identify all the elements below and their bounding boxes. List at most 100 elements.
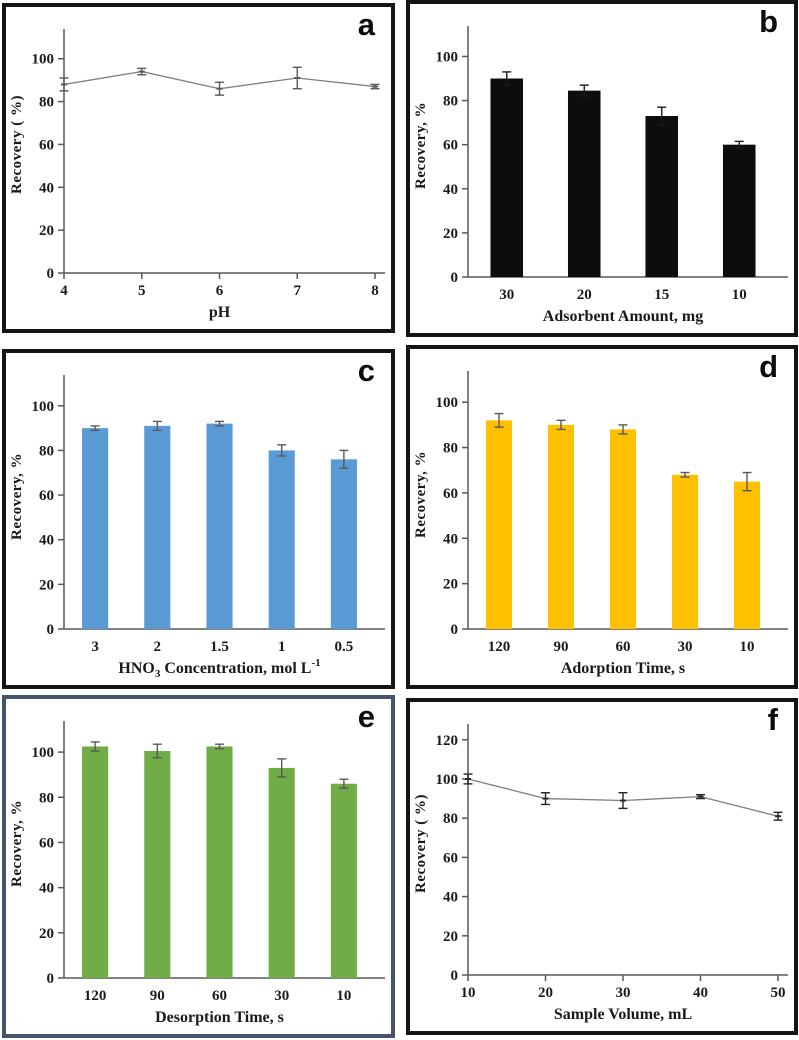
y-tick-label: 20 xyxy=(443,226,458,242)
panel-letter-f: f xyxy=(767,702,778,737)
y-tick-label: 0 xyxy=(451,622,459,638)
x-tick-label: 90 xyxy=(150,988,165,1004)
x-tick-label: 6 xyxy=(216,283,224,299)
y-tick-label: 60 xyxy=(39,137,54,153)
bar xyxy=(645,116,679,277)
x-axis-title: Desorption Time, s xyxy=(155,1009,284,1026)
bar xyxy=(144,750,171,978)
chart-d: 0 20 40 60 80 100 120 90 60 30 10 Adorption Time, s xyxy=(436,371,788,677)
x-axis-title: pH xyxy=(209,304,231,321)
x-tick-label: 50 xyxy=(771,985,786,1001)
panel-e: 0 20 40 60 80 100 120 90 60 30 10 Desorption Time, … xyxy=(2,695,395,1038)
x-tick-label: 10 xyxy=(336,988,351,1004)
y-tick-label: 100 xyxy=(436,395,459,411)
bar xyxy=(206,423,233,629)
bar xyxy=(268,450,295,629)
bar xyxy=(82,746,109,978)
y-tick-label: 100 xyxy=(436,49,459,65)
y-tick-label: 20 xyxy=(39,926,54,942)
y-tick-label: 100 xyxy=(32,745,55,761)
x-tick-label: 10 xyxy=(732,287,747,303)
x-tick-label: 10 xyxy=(461,985,476,1001)
x-tick-label: 90 xyxy=(554,639,569,655)
y-axis-title: Recovery, % xyxy=(413,450,429,538)
y-tick-label: 80 xyxy=(39,95,54,111)
bar xyxy=(144,425,171,629)
bar xyxy=(485,420,513,629)
x-tick-label: 8 xyxy=(371,283,379,299)
panel-c: 0 20 40 60 80 100 3 2 1.5 1 0.5 HNO3 Concentration,… xyxy=(2,349,395,689)
x-tick-label: 120 xyxy=(488,639,511,655)
y-axis-title: Recovery ( %) xyxy=(9,95,25,195)
x-axis-title: Adorption Time, s xyxy=(561,660,685,677)
bar xyxy=(567,90,601,277)
y-tick-label: 20 xyxy=(443,577,458,593)
y-tick-label: 60 xyxy=(39,488,54,504)
y-tick-label: 100 xyxy=(436,772,459,788)
y-tick-label: 40 xyxy=(443,890,458,906)
bar xyxy=(330,783,357,978)
x-tick-label: 10 xyxy=(740,639,755,655)
y-tick-label: 20 xyxy=(39,223,54,239)
x-axis-title: HNO3 Concentration, mol L-1 xyxy=(118,657,320,680)
x-tick-label: 30 xyxy=(616,985,631,1001)
chart-c: 0 20 40 60 80 100 3 2 1.5 1 0.5 HNO3 Concentration,… xyxy=(32,375,385,680)
y-tick-label: 80 xyxy=(443,94,458,110)
y-tick-label: 20 xyxy=(443,929,458,945)
y-tick-label: 40 xyxy=(39,881,54,897)
x-tick-label: 120 xyxy=(84,988,107,1004)
y-tick-label: 80 xyxy=(39,790,54,806)
y-tick-label: 40 xyxy=(443,531,458,547)
y-tick-label: 0 xyxy=(451,270,459,286)
panel-a: 0 20 40 60 80 100 4 5 6 7 8 pH Recovery ( %) a xyxy=(2,3,395,333)
bar xyxy=(722,144,756,277)
x-tick-label: 40 xyxy=(693,985,708,1001)
y-tick-label: 0 xyxy=(47,266,55,282)
x-axis-title: Sample Volume, mL xyxy=(554,1006,692,1023)
x-tick-label: 0.5 xyxy=(335,639,354,655)
x-tick-label: 30 xyxy=(678,639,693,655)
y-tick-label: 60 xyxy=(443,850,458,866)
chart-e: 0 20 40 60 80 100 120 90 60 30 10 Desorption Time, … xyxy=(32,721,385,1026)
x-tick-label: 60 xyxy=(212,988,227,1004)
bar xyxy=(206,746,233,978)
x-tick-label: 30 xyxy=(274,988,289,1004)
bar xyxy=(82,428,109,629)
y-tick-label: 100 xyxy=(32,52,55,68)
x-tick-label: 20 xyxy=(538,985,553,1001)
x-tick-label: 20 xyxy=(577,287,592,303)
bar xyxy=(490,78,524,278)
x-tick-label: 2 xyxy=(154,639,162,655)
y-axis-title: Recovery, % xyxy=(9,452,25,540)
y-tick-label: 20 xyxy=(39,577,54,593)
chart-f: 0 20 40 60 80 100 120 10 20 30 40 50 Sample Volume, … xyxy=(436,724,788,1023)
chart-b: 0 20 40 60 80 100 30 20 15 10 Adsorbent Amount, mg xyxy=(436,26,788,325)
bar xyxy=(330,459,357,629)
y-axis-title: Recovery, % xyxy=(413,101,429,190)
panel-letter-c: c xyxy=(357,353,375,388)
x-tick-label: 15 xyxy=(654,287,669,303)
bar xyxy=(268,767,295,978)
y-tick-label: 60 xyxy=(443,486,458,502)
chart-a: 0 20 40 60 80 100 4 5 6 7 8 pH xyxy=(32,29,385,321)
x-tick-label: 1.5 xyxy=(210,639,229,655)
y-tick-label: 60 xyxy=(443,138,458,154)
y-tick-label: 80 xyxy=(443,441,458,457)
x-axis-title: Adsorbent Amount, mg xyxy=(543,308,703,325)
y-tick-label: 40 xyxy=(443,182,458,198)
panel-letter-d: d xyxy=(759,349,778,384)
bar xyxy=(671,474,699,629)
panel-letter-e: e xyxy=(357,699,375,734)
bar xyxy=(733,481,761,629)
bar xyxy=(547,424,575,629)
y-tick-label: 100 xyxy=(32,399,55,415)
y-tick-label: 80 xyxy=(39,443,54,459)
y-tick-label: 60 xyxy=(39,835,54,851)
panel-letter-a: a xyxy=(357,7,375,42)
y-tick-label: 80 xyxy=(443,811,458,827)
y-tick-label: 120 xyxy=(436,733,459,749)
x-tick-label: 60 xyxy=(616,639,631,655)
x-tick-label: 5 xyxy=(138,283,146,299)
y-tick-label: 0 xyxy=(47,971,55,987)
